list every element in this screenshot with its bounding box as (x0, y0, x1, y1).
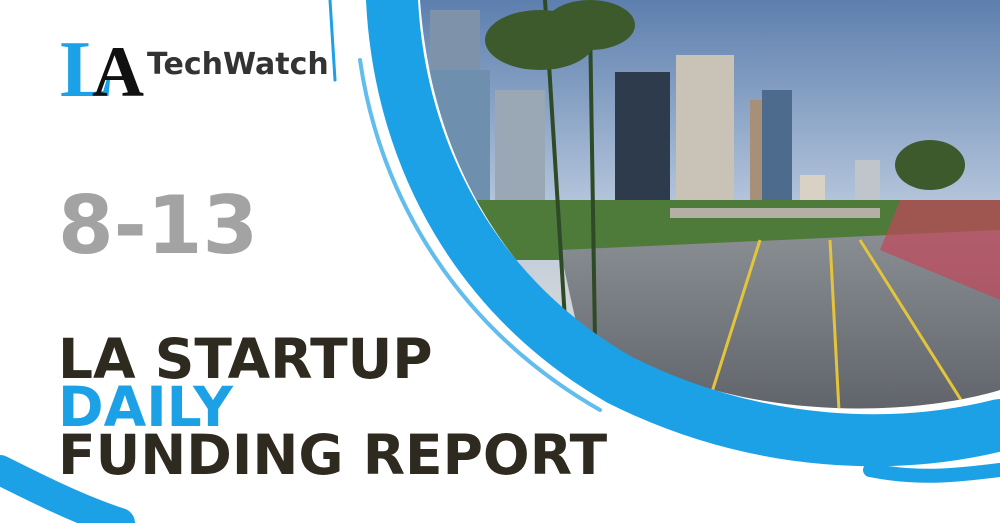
city-photo (420, 0, 1000, 409)
logo-letter: A (92, 32, 144, 112)
date: 8-13 (58, 179, 258, 272)
title-line: FUNDING REPORT (58, 423, 608, 487)
logo-name: TechWatch (147, 47, 329, 82)
logo: L A TechWatch (60, 26, 329, 114)
title-line: DAILY (58, 375, 234, 439)
title-line: LA STARTUP (58, 327, 433, 391)
logo-letter: L (60, 26, 113, 114)
